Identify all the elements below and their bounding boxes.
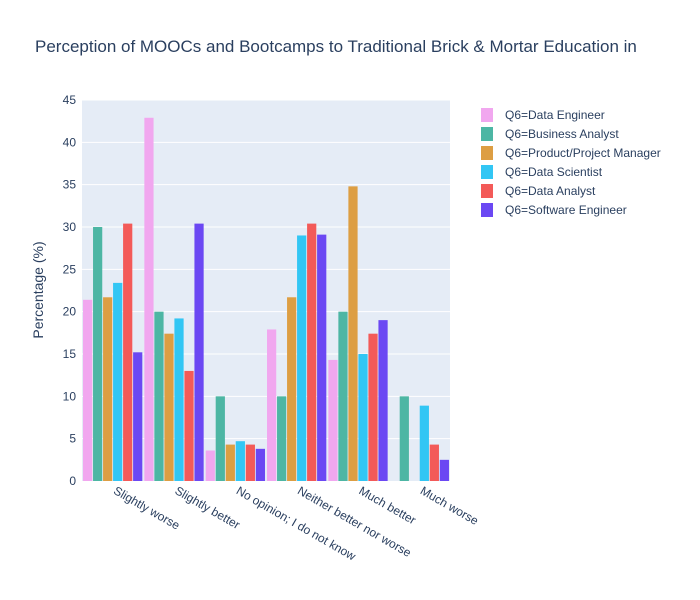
- gridlines: [82, 99, 450, 440]
- bar[interactable]: [235, 441, 245, 481]
- bar[interactable]: [267, 329, 277, 481]
- bar[interactable]: [439, 459, 449, 481]
- y-tick-label: 25: [63, 262, 77, 276]
- bar[interactable]: [429, 444, 439, 481]
- bar[interactable]: [399, 396, 409, 481]
- bar[interactable]: [348, 186, 358, 482]
- y-axis-title: Percentage (%): [30, 241, 46, 338]
- legend-label: Q6=Data Scientist: [505, 165, 603, 179]
- bar[interactable]: [245, 444, 255, 481]
- bar[interactable]: [215, 396, 225, 481]
- bar[interactable]: [83, 299, 93, 481]
- legend-swatch: [481, 127, 493, 141]
- legend-item[interactable]: Q6=Business Analyst: [481, 127, 619, 141]
- bar[interactable]: [154, 311, 164, 481]
- bar[interactable]: [174, 318, 184, 481]
- bar[interactable]: [194, 223, 204, 481]
- bar[interactable]: [307, 223, 317, 481]
- x-tick-label: Slightly worse: [111, 483, 182, 532]
- legend-item[interactable]: Q6=Software Engineer: [481, 203, 627, 217]
- bar[interactable]: [103, 297, 113, 481]
- y-tick-label: 45: [63, 93, 77, 107]
- legend-item[interactable]: Q6=Data Analyst: [481, 184, 596, 198]
- bar[interactable]: [317, 234, 327, 481]
- legend-swatch: [481, 203, 493, 217]
- bar[interactable]: [338, 311, 348, 481]
- x-tick-label: Slightly better: [173, 483, 243, 531]
- legend-label: Q6=Data Analyst: [505, 184, 596, 198]
- legend-item[interactable]: Q6=Data Scientist: [481, 165, 603, 179]
- y-tick-label: 15: [63, 347, 77, 361]
- bar[interactable]: [358, 354, 368, 481]
- y-tick-label: 30: [63, 220, 77, 234]
- legend-label: Q6=Software Engineer: [505, 203, 627, 217]
- bar[interactable]: [184, 370, 194, 481]
- bars: [83, 117, 449, 482]
- y-tick-label: 10: [63, 389, 77, 403]
- legend-item[interactable]: Q6=Data Engineer: [481, 108, 605, 122]
- chart-title: Perception of MOOCs and Bootcamps to Tra…: [35, 37, 637, 56]
- bar[interactable]: [133, 352, 143, 481]
- y-tick-label: 5: [69, 432, 76, 446]
- bar[interactable]: [277, 396, 287, 481]
- bar[interactable]: [123, 223, 133, 481]
- legend-swatch: [481, 184, 493, 198]
- x-tick-label: Much worse: [418, 483, 481, 528]
- y-tick-label: 20: [63, 305, 77, 319]
- legend-swatch: [481, 165, 493, 179]
- legend-item[interactable]: Q6=Product/Project Manager: [481, 146, 661, 160]
- bar[interactable]: [255, 448, 265, 481]
- bar[interactable]: [368, 333, 378, 481]
- bar[interactable]: [419, 405, 429, 481]
- bar[interactable]: [93, 227, 103, 481]
- y-ticks: 0 5 10 15 20 25 30 35 40 45: [63, 93, 77, 488]
- bar[interactable]: [164, 333, 174, 481]
- plot-area: [82, 100, 450, 481]
- bar[interactable]: [113, 282, 123, 481]
- legend-label: Q6=Business Analyst: [505, 127, 619, 141]
- legend-label: Q6=Data Engineer: [505, 108, 605, 122]
- bar[interactable]: [144, 117, 154, 481]
- bar[interactable]: [297, 235, 307, 481]
- y-tick-label: 0: [69, 474, 76, 488]
- legend-swatch: [481, 108, 493, 122]
- bar[interactable]: [328, 359, 338, 481]
- bar[interactable]: [378, 320, 388, 481]
- legend[interactable]: Q6=Data Engineer Q6=Business Analyst Q6=Pr…: [481, 108, 661, 217]
- y-tick-label: 35: [63, 178, 77, 192]
- bar[interactable]: [225, 444, 235, 481]
- bar[interactable]: [205, 450, 215, 481]
- legend-swatch: [481, 146, 493, 160]
- bar[interactable]: [287, 297, 297, 481]
- legend-label: Q6=Product/Project Manager: [505, 146, 661, 160]
- y-tick-label: 40: [63, 135, 77, 149]
